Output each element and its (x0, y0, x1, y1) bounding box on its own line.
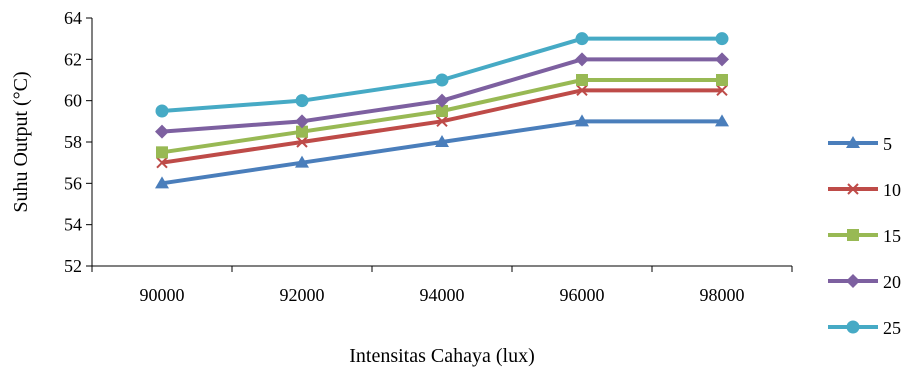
legend-item-5: 5 (828, 134, 892, 154)
data-point-10 (576, 84, 588, 97)
y-tick-label: 64 (64, 8, 82, 28)
legend-label: 10 (883, 180, 901, 200)
legend-item-25: 25 (828, 318, 901, 338)
y-tick-label: 54 (64, 215, 82, 235)
data-point-15 (716, 74, 728, 86)
data-point-5 (295, 155, 309, 168)
series-15 (156, 74, 728, 159)
data-point-10 (716, 84, 728, 97)
x-tick-label: 94000 (420, 285, 465, 305)
data-point-5 (155, 176, 169, 189)
y-tick-label: 60 (64, 91, 82, 111)
data-point-10 (436, 115, 448, 128)
legend-marker (847, 183, 859, 195)
data-point-20 (715, 52, 729, 67)
series-line-5 (161, 119, 722, 186)
x-tick-label: 98000 (700, 285, 745, 305)
data-point-15 (436, 105, 448, 117)
legend-marker (846, 320, 860, 334)
data-point-20 (575, 52, 589, 67)
data-point-20 (155, 124, 169, 139)
legend-label: 5 (883, 134, 892, 154)
data-point-15 (156, 146, 168, 159)
data-point-25 (435, 73, 449, 87)
series-10 (156, 84, 728, 169)
legend-marker (847, 229, 859, 241)
data-point-25 (575, 32, 589, 46)
data-point-10 (156, 156, 168, 169)
data-point-25 (715, 32, 729, 46)
legend-item-20: 20 (828, 272, 901, 292)
data-point-5 (435, 135, 449, 147)
data-point-10-stroke (156, 156, 168, 169)
data-point-25 (295, 94, 309, 108)
x-tick-label: 90000 (140, 285, 185, 305)
data-point-15 (296, 125, 308, 138)
y-tick-label: 56 (64, 173, 82, 193)
legend-marker-stroke (847, 183, 859, 195)
legend-label: 15 (883, 226, 901, 246)
legend-label: 25 (883, 318, 901, 338)
y-axis-title: Suhu Output (°C) (10, 71, 32, 212)
data-point-10 (296, 136, 308, 148)
legend-marker (846, 136, 860, 148)
legend-label: 20 (883, 272, 901, 292)
legend-marker (846, 274, 860, 288)
data-point-25 (155, 104, 169, 118)
y-tick-label: 58 (64, 132, 82, 152)
chart-axes: 52 54 56 58 60 62 64 90000 92000 94000 96000 98000 (64, 8, 793, 305)
data-point-5 (715, 114, 729, 127)
data-point-10-stroke (716, 84, 728, 97)
data-point-10-stroke (436, 115, 448, 128)
x-axis-title: Intensitas Cahaya (lux) (349, 345, 535, 367)
data-point-10-stroke (576, 84, 588, 97)
data-point-15 (576, 74, 588, 86)
series-25 (155, 32, 729, 118)
legend-item-10: 10 (828, 180, 901, 200)
y-tick-label: 62 (64, 49, 82, 69)
chart-legend: 5 10 15 20 25 (828, 134, 901, 338)
x-tick-label: 96000 (560, 285, 605, 305)
data-point-5 (575, 114, 589, 127)
series-20 (155, 52, 729, 139)
chart-series (155, 32, 729, 189)
data-point-20 (295, 114, 309, 129)
data-point-20 (435, 93, 449, 108)
legend-item-15: 15 (828, 226, 901, 246)
y-tick-label: 52 (64, 256, 82, 276)
data-point-10-stroke (296, 136, 308, 148)
series-5 (155, 114, 729, 189)
x-tick-label: 92000 (280, 285, 325, 305)
